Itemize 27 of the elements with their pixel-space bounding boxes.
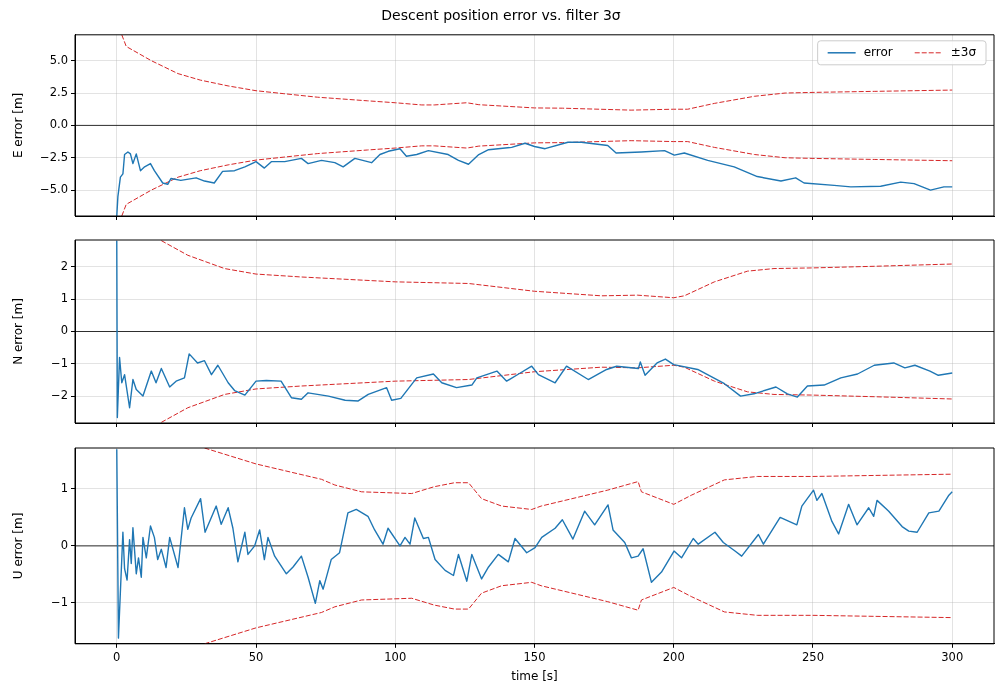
x-tick-label: 150 — [523, 649, 546, 664]
y-tick-label: 2 — [60, 258, 68, 273]
x-tick-label: 0 — [113, 649, 121, 664]
y-tick-label: 1 — [60, 291, 68, 306]
y-tick-label: 1 — [60, 480, 68, 495]
y-tick-label: 5.0 — [49, 52, 68, 67]
legend-label: error — [863, 44, 893, 59]
x-tick-label: 100 — [384, 649, 407, 664]
y-axis-title: N error [m] — [11, 298, 26, 365]
y-tick-label: 0.0 — [49, 117, 68, 132]
x-tick-label: 300 — [941, 649, 964, 664]
y-tick-label: 0 — [60, 537, 68, 552]
x-tick-label: 50 — [248, 649, 264, 664]
y-tick-label: 0 — [60, 323, 68, 338]
x-axis-title: time [s] — [511, 668, 558, 683]
y-tick-label: −2.5 — [40, 149, 68, 164]
y-tick-label: −1 — [51, 594, 68, 609]
y-tick-label: −5.0 — [40, 182, 68, 197]
y-tick-label: −2 — [51, 388, 68, 403]
x-tick-label: 200 — [662, 649, 685, 664]
y-axis-title: U error [m] — [11, 512, 26, 580]
y-tick-label: 2.5 — [49, 85, 68, 100]
chart-title: Descent position error vs. filter 3σ — [381, 7, 621, 24]
x-tick-label: 250 — [802, 649, 824, 664]
y-tick-label: −1 — [51, 355, 68, 370]
y-axis-title: E error [m] — [11, 92, 26, 159]
legend-label: ±3σ — [950, 44, 977, 59]
